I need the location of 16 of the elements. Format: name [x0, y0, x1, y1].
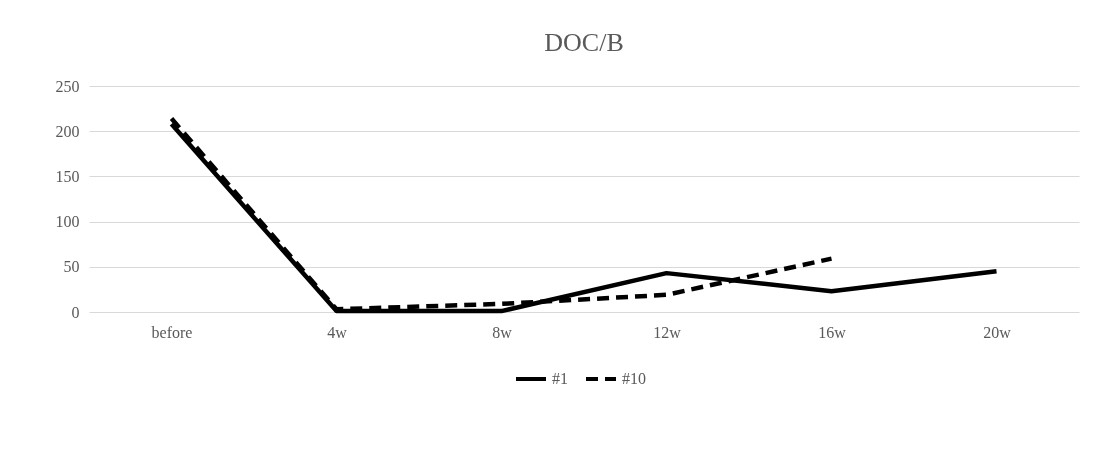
y-tick-label: 100: [55, 213, 80, 231]
y-tick-label: 50: [63, 258, 80, 276]
x-tick-label: 16w: [818, 323, 847, 341]
y-tick-label: 250: [55, 77, 80, 95]
x-tick-label: before: [151, 323, 193, 341]
legend-label: #1: [552, 370, 568, 387]
x-tick-label: 12w: [653, 323, 682, 341]
x-tick-label: 8w: [492, 323, 513, 341]
legend-label: #10: [622, 370, 646, 387]
chart-title: DOC/B: [544, 28, 624, 57]
line-series: [169, 121, 999, 314]
x-tick-label: 20w: [983, 323, 1012, 341]
y-tick-label: 200: [55, 122, 80, 140]
y-tick-label: 150: [55, 167, 80, 185]
x-tick-label: 4w: [327, 323, 348, 341]
y-tick-label: 0: [71, 303, 80, 321]
